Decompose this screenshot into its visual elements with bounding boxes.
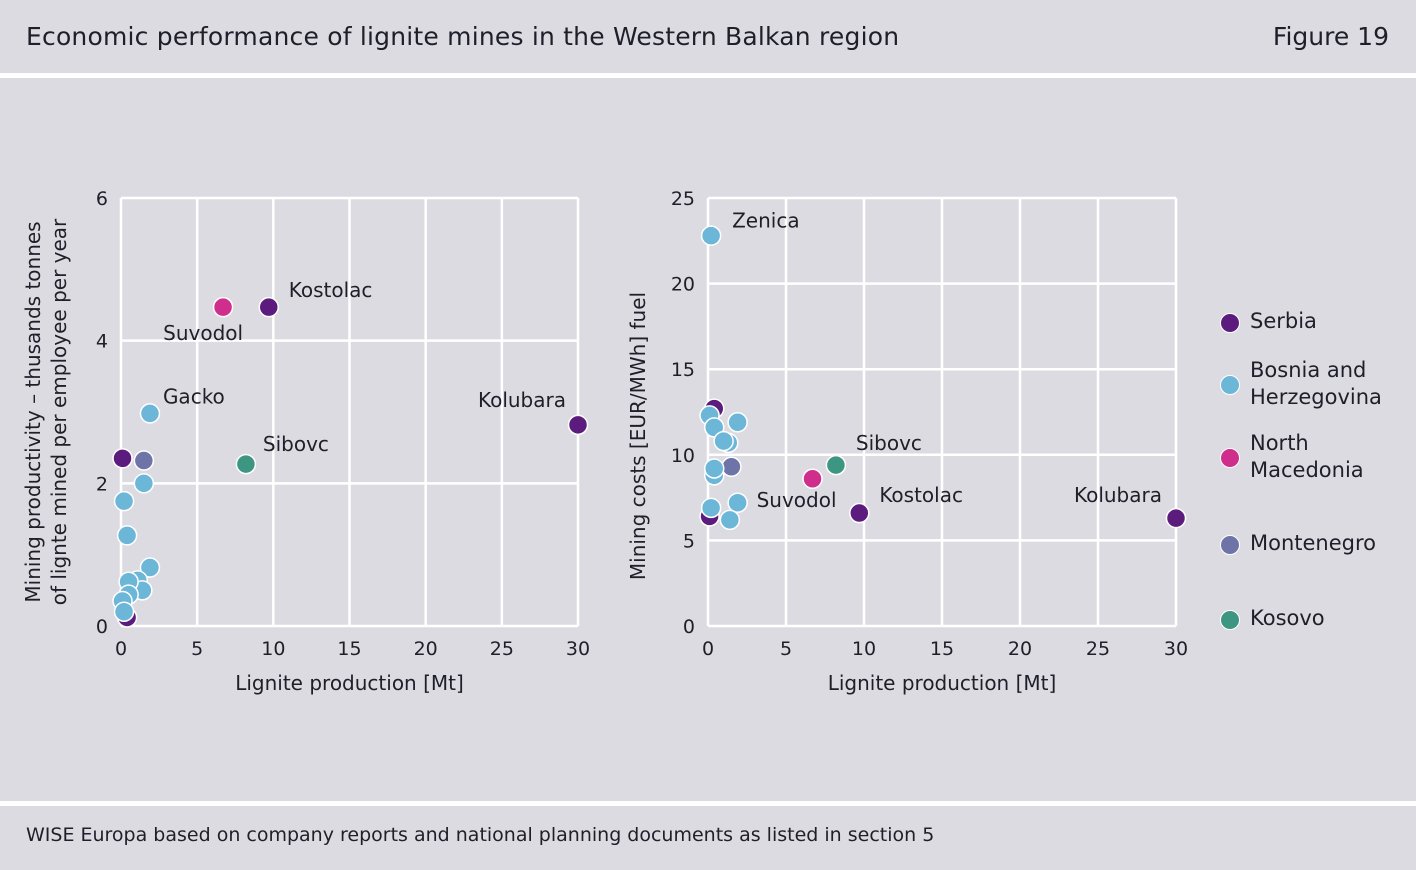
y-axis-title: Mining costs [EUR/MWh] fuel xyxy=(626,292,650,580)
source-note: WISE Europa based on company reports and… xyxy=(26,824,935,846)
data-point xyxy=(258,296,280,318)
legend-item: Kosovo xyxy=(1220,605,1325,632)
point-label: Sibovc xyxy=(856,431,922,455)
legend-swatch xyxy=(1220,610,1240,630)
legend-label-line: Herzegovina xyxy=(1250,385,1382,409)
legend-label-line: Bosnia and xyxy=(1250,358,1367,382)
legend-item: North Macedonia xyxy=(1220,430,1364,484)
y-tick-label: 0 xyxy=(96,616,108,638)
legend-label: Serbia xyxy=(1250,308,1317,335)
data-point xyxy=(849,502,870,524)
data-point xyxy=(825,454,847,476)
legend-item: Montenegro xyxy=(1220,530,1376,557)
data-point xyxy=(133,450,155,471)
x-tick-label: 15 xyxy=(930,638,954,660)
legend-label: North Macedonia xyxy=(1250,430,1364,484)
data-point xyxy=(139,557,161,578)
footer-divider xyxy=(0,801,1416,806)
data-point xyxy=(567,414,589,436)
y-tick-label: 0 xyxy=(683,616,695,638)
data-point xyxy=(1165,507,1187,529)
x-tick-label: 20 xyxy=(414,638,438,660)
legend-label: Bosnia and Herzegovina xyxy=(1250,357,1382,411)
figure-header: Economic performance of lignite mines in… xyxy=(0,0,1416,74)
y-axis-title: Mining productivity – thusands tonnes xyxy=(21,221,45,602)
data-point xyxy=(700,497,722,519)
x-tick-label: 30 xyxy=(566,638,590,660)
point-label: Kolubara xyxy=(478,388,566,412)
scatter-chart-1: 0 5 10 15 20 25 30 0 2 4 6 Lignite production [Mt] M… xyxy=(21,188,590,695)
legend-item: Serbia xyxy=(1220,308,1317,335)
x-tick-label: 5 xyxy=(780,638,792,660)
point-label: Suvodol xyxy=(163,321,243,345)
x-tick-label: 10 xyxy=(852,638,876,660)
y-axis-title: of lignte mined per employee per year xyxy=(47,218,71,605)
x-tick-label: 10 xyxy=(261,638,285,660)
data-point xyxy=(133,473,155,494)
point-label: Kostolac xyxy=(879,483,963,507)
y-tick-label: 25 xyxy=(671,188,695,210)
data-point xyxy=(139,403,161,424)
point-label: Kostolac xyxy=(289,278,373,302)
legend-label-line: Kosovo xyxy=(1250,606,1325,630)
legend-label-line: North xyxy=(1250,431,1309,455)
x-tick-label: 5 xyxy=(191,638,203,660)
legend-label: Kosovo xyxy=(1250,605,1325,632)
data-point xyxy=(727,412,748,433)
y-tick-label: 4 xyxy=(96,331,108,353)
data-point xyxy=(802,468,823,490)
data-point xyxy=(721,456,742,478)
y-tick-label: 6 xyxy=(96,188,108,210)
data-point xyxy=(112,448,133,469)
data-point xyxy=(700,225,722,246)
x-tick-label: 25 xyxy=(1086,638,1110,660)
legend-swatch xyxy=(1220,535,1240,555)
y-tick-label: 20 xyxy=(671,274,695,296)
data-point xyxy=(727,492,748,513)
x-tick-label: 30 xyxy=(1164,638,1188,660)
point-label: Gacko xyxy=(163,384,225,408)
data-point xyxy=(113,601,135,622)
data-point xyxy=(703,458,725,479)
x-axis-title: Lignite production [Mt] xyxy=(828,671,1057,695)
point-label: Suvodol xyxy=(757,488,837,512)
legend-label-line: Montenegro xyxy=(1250,531,1377,555)
legend-swatch xyxy=(1220,375,1240,395)
legend-label-line: Macedonia xyxy=(1250,458,1364,482)
data-point xyxy=(116,525,138,546)
legend-label-line: Serbia xyxy=(1250,309,1317,333)
data-point xyxy=(235,453,257,475)
x-tick-label: 20 xyxy=(1008,638,1032,660)
point-label: Kolubara xyxy=(1074,483,1162,507)
data-point xyxy=(719,509,741,531)
x-tick-label: 25 xyxy=(490,638,514,660)
point-label: Zenica xyxy=(732,209,800,233)
header-divider xyxy=(0,73,1416,78)
point-label: Sibovc xyxy=(263,432,329,456)
legend-swatch xyxy=(1220,313,1240,333)
y-tick-label: 10 xyxy=(671,445,695,467)
legend-label: Montenegro xyxy=(1250,530,1376,557)
x-tick-label: 15 xyxy=(337,638,361,660)
figure-title: Economic performance of lignite mines in… xyxy=(26,22,900,51)
y-tick-label: 5 xyxy=(683,530,695,552)
x-tick-label: 0 xyxy=(702,638,714,660)
data-point xyxy=(113,490,135,512)
y-tick-label: 15 xyxy=(671,359,695,381)
x-axis-title: Lignite production [Mt] xyxy=(235,671,464,695)
scatter-chart-2: 0 5 10 15 20 25 30 0 5 10 15 20 25 Lignite production… xyxy=(626,188,1188,695)
x-tick-label: 0 xyxy=(115,638,127,660)
data-point xyxy=(713,430,734,452)
figure-number: Figure 19 xyxy=(1272,22,1389,51)
legend-swatch xyxy=(1220,448,1240,468)
y-tick-label: 2 xyxy=(96,473,108,495)
data-point xyxy=(212,296,234,318)
legend-item: Bosnia and Herzegovina xyxy=(1220,357,1382,411)
